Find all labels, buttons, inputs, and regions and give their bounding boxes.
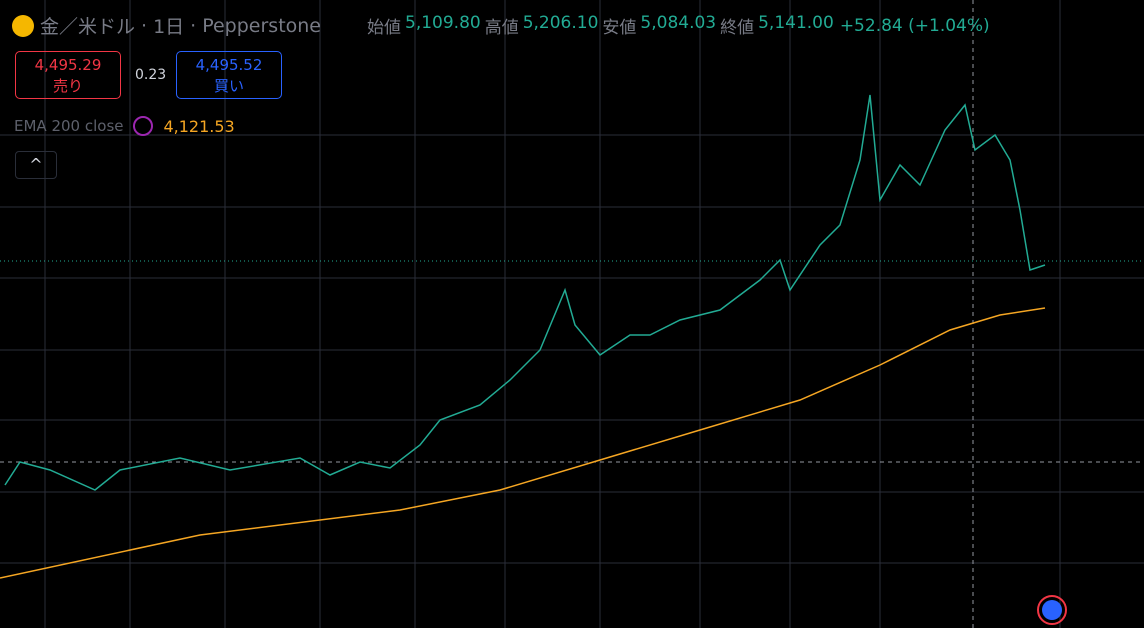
ohlc-label: 始値 bbox=[367, 18, 401, 38]
buy-label: 買い bbox=[213, 77, 244, 95]
source: Pepperstone bbox=[202, 14, 321, 37]
indicator-name: EMA 200 close bbox=[14, 117, 124, 135]
event-icon[interactable] bbox=[1037, 595, 1067, 625]
sell-price: 4,495.29 bbox=[34, 56, 102, 74]
buy-button[interactable]: 4,495.52 買い bbox=[176, 51, 282, 99]
sell-button[interactable]: 4,495.29 売り bbox=[15, 51, 121, 99]
symbol: 金／米ドル bbox=[40, 16, 136, 38]
ohlc: 始値 5,109.80 高値 5,206.10 安値 5,084.03 終値 5,141.00 bbox=[367, 13, 834, 38]
interval: 1日 bbox=[153, 16, 185, 38]
dot: · bbox=[141, 14, 148, 37]
ohlc-value: 5,206.10 bbox=[522, 13, 599, 33]
collapse-button[interactable]: ^ bbox=[15, 151, 57, 179]
event-flag bbox=[1042, 600, 1062, 620]
symbol-icon bbox=[12, 14, 34, 37]
indicator-value: 4,121.53 bbox=[163, 116, 235, 136]
ohlc-value: 5,109.80 bbox=[405, 13, 481, 33]
indicator: EMA 200 close 4,121.53 bbox=[14, 116, 235, 136]
change: +52.84 (+1.04%) bbox=[839, 15, 990, 36]
dot: · bbox=[190, 14, 197, 37]
ohlc-value: 5,141.00 bbox=[758, 13, 834, 33]
ohlc-value: 5,084.03 bbox=[640, 13, 717, 33]
ohlc-label: 終値 bbox=[720, 18, 755, 38]
spread: 0.23 bbox=[135, 67, 167, 83]
indicator-icon[interactable] bbox=[133, 116, 154, 136]
ema-line bbox=[0, 307, 1046, 579]
ohlc-label: 安値 bbox=[602, 18, 637, 38]
sell-label: 売り bbox=[52, 77, 83, 95]
price-path bbox=[4, 94, 1046, 491]
ohlc-label: 高値 bbox=[484, 18, 519, 38]
header: 金／米ドル · 1日 · Pepperstone 始値 5,109.80 高値 5,206… bbox=[12, 12, 990, 39]
buy-price: 4,495.52 bbox=[195, 56, 263, 74]
